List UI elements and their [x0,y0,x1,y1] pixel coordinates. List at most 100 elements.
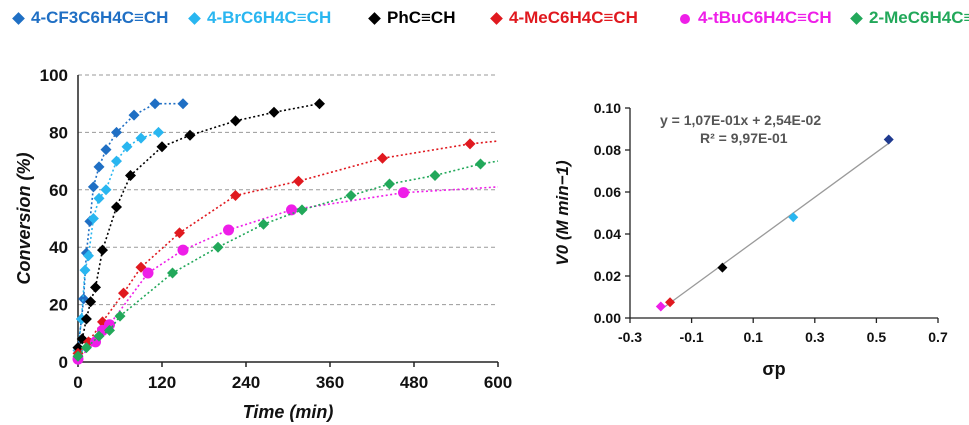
data-point [398,187,409,199]
data-point [114,310,126,322]
regression-equation: y = 1,07E-01x + 2,54E-02 [660,112,821,128]
series-line [77,186,499,360]
x-tick-label: 0.3 [805,329,825,345]
data-point [100,144,112,156]
data-point [717,262,728,273]
data-point [149,98,161,110]
y-tick-label: 0.02 [594,268,621,284]
data-point [293,175,304,187]
data-point [118,287,129,299]
data-point [174,227,185,239]
data-point [464,138,476,150]
data-point [258,218,269,230]
legend-label: 4-CF3C6H4C≡CH [31,8,169,27]
data-point [93,161,105,173]
data-point [135,132,147,144]
data-point [223,224,234,236]
x-tick-label: 360 [316,373,344,392]
y-tick-label: 0.08 [594,142,621,158]
data-point [268,106,280,118]
data-point [788,212,799,223]
legend-label: 4-MeC6H4C≡CH [509,8,638,27]
y-tick-label: 0 [59,353,68,372]
x-tick-label: 120 [148,373,176,392]
x-tick-label: -0.1 [680,329,704,345]
y-tick-label: 60 [49,181,68,200]
x-tick-label: -0.3 [618,329,642,345]
data-point [314,98,325,110]
x-axis-label: Time (min) [243,402,334,422]
y-tick-label: 80 [49,123,68,142]
x-tick-label: 0.1 [743,329,763,345]
legend-label: 4-BrC6H4C≡CH [207,8,332,27]
legend-entry: 4-CF3C6H4C≡CH [12,8,169,28]
data-point [100,184,112,196]
y-tick-label: 0.00 [594,310,621,326]
y-tick-label: 40 [49,238,68,257]
data-point [85,296,97,308]
x-tick-label: 0.7 [928,329,948,345]
series-line [77,102,320,349]
data-point [296,204,308,216]
x-tick-label: 0.5 [867,329,887,345]
data-point [80,313,92,325]
legend-marker-icon [188,12,201,25]
conversion-vs-time-chart: 0 20 40 60 80 100 0 120 240 360 480 600 Time (min) Co… [14,66,512,422]
data-point [111,201,122,213]
legend-marker-icon [12,12,25,25]
trend-line [660,142,890,311]
data-point [377,152,388,164]
legend-entry: 4-BrC6H4C≡CH [188,8,332,28]
data-point [153,126,164,138]
data-point [90,281,101,293]
legend-marker-icon [368,12,381,25]
legend-entry: 2-MeC6H4C≡CH [850,8,969,28]
data-point [79,264,91,276]
legend-label: 2-MeC6H4C≡CH [869,8,969,27]
data-point [167,267,178,279]
legend-marker-icon [490,12,503,25]
data-point [286,204,297,216]
y-axis-label: Conversion (%) [14,152,34,284]
data-point [87,181,99,193]
data-point [83,250,94,262]
x-tick-label: 0 [73,373,82,392]
data-point [883,134,894,145]
x-tick-label: 480 [400,373,428,392]
data-point [156,141,168,153]
data-point [429,169,441,181]
legend-marker-icon [850,12,863,25]
data-point [72,342,84,354]
legend-entry: 4-MeC6H4C≡CH [490,8,638,28]
data-point [93,330,105,342]
data-point [665,297,676,308]
rate-vs-sigma-chart: 0.00 0.02 0.04 0.06 0.08 0.10 -0.3 -0.1 0.1 0.3 0.… [553,100,948,379]
legend-label: PhC≡CH [387,8,456,27]
data-point [212,241,224,253]
data-point [128,109,140,121]
r-squared: R² = 9,97E-01 [700,130,788,146]
legend-entry: 4-tBuC6H4C≡CH [680,8,832,28]
y-tick-label: 0.04 [594,226,621,242]
y-axis-label: V0 (M min−1) [553,160,572,266]
y-tick-label: 20 [49,296,68,315]
legend-label: 4-tBuC6H4C≡CH [698,8,832,27]
y-tick-label: 0.06 [594,184,621,200]
series-line [77,102,183,348]
data-point [230,115,241,127]
y-tick-label: 0.10 [594,100,621,116]
data-point [72,350,84,362]
legend: 4-CF3C6H4C≡CH 4-BrC6H4C≡CH PhC≡CH 4-MeC6H4C… [0,8,969,38]
y-tick-label: 100 [40,66,68,85]
data-point [142,267,154,279]
data-point [97,244,108,256]
data-point [384,178,395,190]
data-point [121,141,133,153]
data-point [177,98,189,110]
data-point [87,213,99,224]
data-point [230,190,241,202]
data-point [104,324,115,336]
data-point [655,301,666,312]
data-point [80,342,92,354]
legend-marker-icon [680,13,690,24]
